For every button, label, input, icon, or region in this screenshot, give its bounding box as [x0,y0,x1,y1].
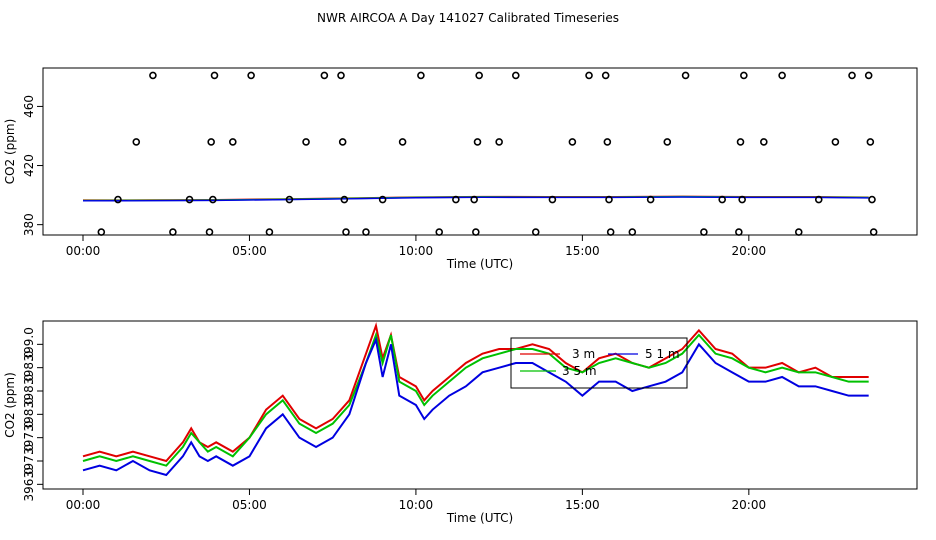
data-point [511,71,520,80]
data-point [718,195,727,204]
data-point [585,71,593,80]
x-tick-label: 05:00 [232,498,267,512]
series-line-blue [82,336,869,477]
legend-label: 5 1 m [645,347,680,361]
x-tick-label: 20:00 [732,498,767,512]
y-tick-label: 398.0 [22,374,36,408]
data-point [265,228,274,236]
data-point [472,228,480,236]
plot-frame [42,67,918,236]
x-tick-label: 10:00 [399,244,434,258]
y-tick-label: 380 [22,213,36,236]
x-tick-label: 20:00 [732,244,767,258]
y-tick-label: 460 [22,95,36,118]
legend-label: 3 m [572,347,595,361]
data-point [794,228,803,236]
x-tick-label: 00:00 [66,244,101,258]
x-tick-label: 00:00 [66,498,101,512]
data-point [470,195,478,204]
data-point [740,71,748,80]
data-point [568,138,577,146]
data-point [475,71,483,80]
data-point [495,138,503,146]
x-tick-label: 05:00 [232,244,267,258]
data-point [209,195,217,204]
legend-box [510,337,688,389]
data-point [473,138,482,146]
legend: 3 m 5 1 m 3 5 m [510,337,688,389]
x-axis-label: Time (UTC) [446,257,513,271]
data-point [435,228,444,236]
data-point [628,228,637,236]
data-point [864,71,873,80]
data-point [778,71,786,80]
data-point [398,138,407,146]
data-point [735,228,743,236]
data-point [185,195,194,204]
chart-title: NWR AIRCOA A Day 141027 Calibrated Times… [317,11,619,25]
data-point [132,138,141,146]
y-tick-label: 398.0 [22,397,36,431]
data-point [738,195,746,204]
data-point [605,195,613,204]
data-point [114,195,122,204]
bottom-panel: 00:00 05:00 10:00 15:00 20:00 Time (UTC) 396.0… [3,320,918,525]
data-point [663,138,672,146]
data-point [606,228,615,236]
y-tick-label: 398.0 [22,350,36,384]
series-line-red [82,321,869,463]
data-point [760,138,768,146]
data-point [814,195,823,204]
y-tick-label: 397.0 [22,444,36,478]
data-point [337,71,345,80]
data-point [531,228,540,236]
data-point [149,71,157,80]
data-point [302,138,310,146]
data-point [603,138,612,146]
y-tick-label: 420 [22,154,36,177]
data-point [378,195,387,204]
data-point [452,195,460,204]
data-point [169,228,177,236]
data-point [736,138,745,146]
data-point [97,228,106,236]
x-tick-label: 10:00 [399,498,434,512]
y-tick-label: 397.0 [22,420,36,454]
data-point [866,138,875,146]
data-point [247,71,255,80]
data-point [320,71,329,80]
x-tick-label: 15:00 [565,244,600,258]
series-line-green [82,331,869,467]
data-point [417,71,425,80]
top-panel: 00:00 05:00 10:00 15:00 20:00 Time (UTC) 380 42… [3,67,918,271]
data-point [342,228,350,236]
data-point [681,71,690,80]
data-point [362,228,370,236]
data-point [548,195,557,204]
data-point [831,138,840,146]
data-point [868,195,876,204]
data-point [338,138,347,146]
y-tick-label: 399.0 [22,327,36,361]
plot-frame [42,320,918,490]
data-point [601,71,610,80]
x-tick-label: 15:00 [565,498,600,512]
data-point [700,228,708,236]
y-tick-label: 396.0 [22,467,36,501]
data-point [229,138,237,146]
data-point [205,228,214,236]
legend-label: 3 5 m [562,364,597,378]
data-point [340,195,349,204]
y-axis-label: CO2 (ppm) [3,119,17,185]
data-point [869,228,878,236]
data-point [646,195,655,204]
data-point [207,138,215,146]
x-axis-label: Time (UTC) [446,511,513,525]
y-axis-label: CO2 (ppm) [3,372,17,438]
data-point [285,195,294,204]
data-point [210,71,219,80]
data-point [848,71,856,80]
